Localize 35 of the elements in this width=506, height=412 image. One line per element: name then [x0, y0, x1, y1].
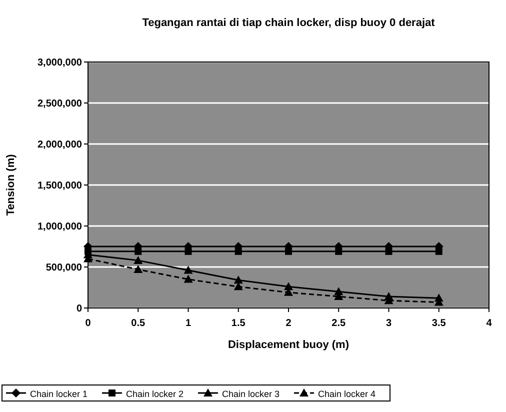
x-tick-label: 1.5 — [231, 318, 246, 329]
point — [435, 248, 442, 255]
x-tick-label: 3.5 — [432, 318, 446, 329]
x-tick-label: 2 — [286, 318, 292, 329]
x-tick-label: 0 — [85, 318, 92, 329]
legend-label: Chain locker 2 — [126, 389, 184, 399]
x-tick-label: 0.5 — [131, 318, 146, 329]
x-tick-label: 4 — [486, 318, 492, 329]
x-tick-label: 1 — [185, 318, 192, 329]
legend-label: Chain locker 1 — [30, 389, 88, 399]
y-tick-label: 0 — [76, 304, 82, 314]
point — [385, 248, 392, 255]
y-axis-title: Tension (m) — [5, 154, 17, 216]
y-tick-label: 2,500,000 — [38, 98, 82, 110]
point — [285, 248, 292, 255]
y-tick-label: 1,500,000 — [38, 180, 82, 192]
point — [184, 266, 193, 274]
x-tick-label: 3 — [386, 318, 392, 329]
y-tick-label: 500,000 — [46, 262, 82, 274]
point — [234, 276, 243, 284]
point — [184, 274, 193, 283]
point — [184, 248, 192, 255]
point — [134, 256, 143, 264]
y-tick-label: 2,000,000 — [38, 140, 82, 150]
point — [234, 248, 242, 255]
legend-label: Chain locker 4 — [318, 389, 376, 399]
x-axis-title: Displacement buoy (m) — [228, 339, 350, 351]
point — [335, 248, 342, 255]
y-tick-label: 3,000,000 — [38, 58, 82, 68]
point — [134, 248, 142, 255]
point — [134, 264, 143, 273]
legend-label: Chain locker 3 — [222, 389, 280, 399]
y-tick-label: 1,000,000 — [38, 222, 82, 232]
chart-title: Tegangan rantai di tiap chain locker, disp buoy 0 derajat — [142, 17, 436, 29]
x-tick-label: 2.5 — [332, 318, 346, 329]
